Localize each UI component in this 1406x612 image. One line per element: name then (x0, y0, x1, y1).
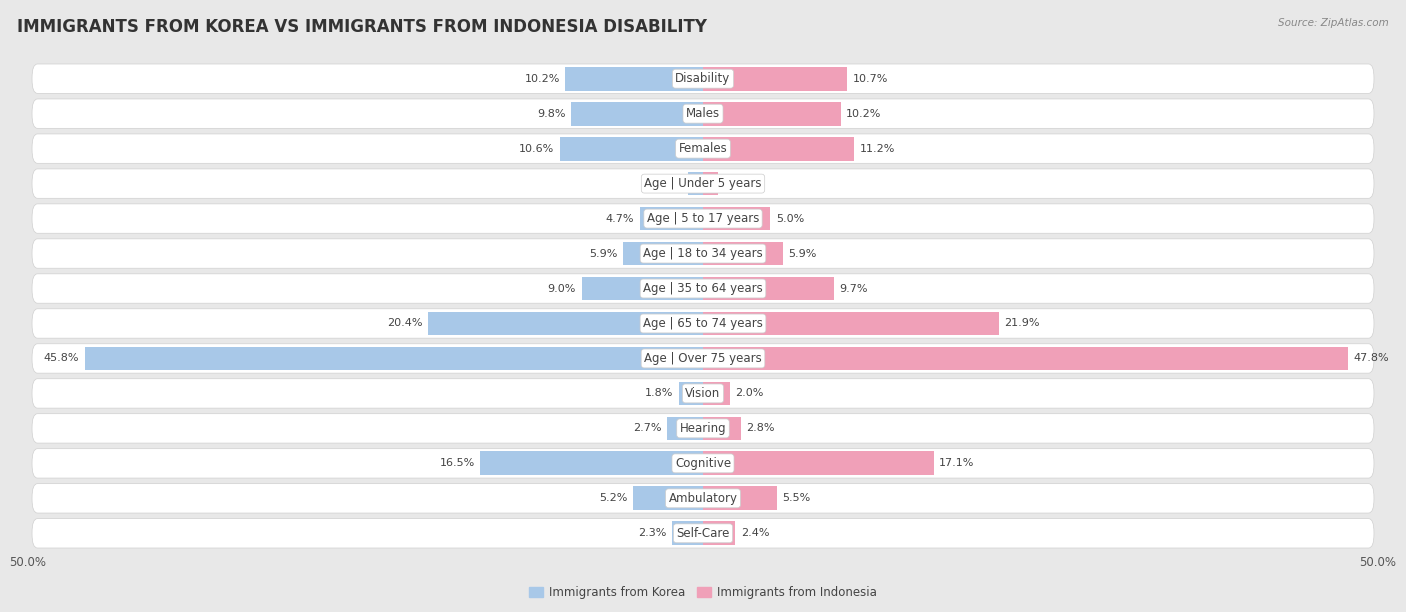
Text: 10.2%: 10.2% (524, 73, 560, 84)
Bar (703, 381, 730, 405)
Text: 1.1%: 1.1% (655, 179, 683, 188)
Text: 10.6%: 10.6% (519, 144, 554, 154)
Bar (679, 381, 703, 405)
Text: 9.0%: 9.0% (548, 283, 576, 294)
Bar (703, 207, 770, 231)
Bar (703, 172, 718, 195)
Bar (582, 277, 703, 300)
Text: 5.5%: 5.5% (783, 493, 811, 503)
Text: 2.7%: 2.7% (633, 424, 661, 433)
Text: Age | 18 to 34 years: Age | 18 to 34 years (643, 247, 763, 260)
FancyBboxPatch shape (32, 64, 1374, 94)
Text: Source: ZipAtlas.com: Source: ZipAtlas.com (1278, 18, 1389, 28)
Text: 1.8%: 1.8% (645, 389, 673, 398)
Text: 9.7%: 9.7% (839, 283, 868, 294)
Text: 2.3%: 2.3% (638, 528, 666, 539)
FancyBboxPatch shape (32, 379, 1374, 408)
Text: 45.8%: 45.8% (44, 354, 79, 364)
Text: 5.2%: 5.2% (599, 493, 627, 503)
Text: Hearing: Hearing (679, 422, 727, 435)
FancyBboxPatch shape (32, 414, 1374, 443)
FancyBboxPatch shape (32, 483, 1374, 513)
Bar (688, 172, 703, 195)
Text: 17.1%: 17.1% (939, 458, 974, 468)
Bar (666, 417, 703, 440)
FancyBboxPatch shape (32, 134, 1374, 163)
Text: Vision: Vision (685, 387, 721, 400)
Text: 4.7%: 4.7% (606, 214, 634, 223)
Bar (703, 242, 783, 266)
Bar (640, 207, 703, 231)
Text: Self-Care: Self-Care (676, 527, 730, 540)
Text: 20.4%: 20.4% (387, 318, 422, 329)
Text: Age | 5 to 17 years: Age | 5 to 17 years (647, 212, 759, 225)
Bar (703, 487, 778, 510)
Text: Age | 35 to 64 years: Age | 35 to 64 years (643, 282, 763, 295)
Bar (633, 487, 703, 510)
FancyBboxPatch shape (32, 309, 1374, 338)
Text: 5.0%: 5.0% (776, 214, 804, 223)
Text: 2.0%: 2.0% (735, 389, 763, 398)
Bar (565, 67, 703, 91)
FancyBboxPatch shape (32, 518, 1374, 548)
Legend: Immigrants from Korea, Immigrants from Indonesia: Immigrants from Korea, Immigrants from I… (524, 581, 882, 603)
Bar (703, 346, 1348, 370)
Text: Cognitive: Cognitive (675, 457, 731, 470)
Text: 21.9%: 21.9% (1004, 318, 1039, 329)
Text: 2.8%: 2.8% (747, 424, 775, 433)
Text: Age | Over 75 years: Age | Over 75 years (644, 352, 762, 365)
Text: 9.8%: 9.8% (537, 109, 565, 119)
Text: Age | Under 5 years: Age | Under 5 years (644, 177, 762, 190)
Text: 2.4%: 2.4% (741, 528, 769, 539)
FancyBboxPatch shape (32, 169, 1374, 198)
Text: 11.2%: 11.2% (859, 144, 896, 154)
Text: Age | 65 to 74 years: Age | 65 to 74 years (643, 317, 763, 330)
Text: Males: Males (686, 107, 720, 120)
FancyBboxPatch shape (32, 344, 1374, 373)
Text: 10.7%: 10.7% (853, 73, 889, 84)
Text: Ambulatory: Ambulatory (668, 492, 738, 505)
Bar (703, 102, 841, 125)
Bar (703, 67, 848, 91)
Bar (703, 312, 998, 335)
Bar (571, 102, 703, 125)
FancyBboxPatch shape (32, 449, 1374, 478)
Text: Females: Females (679, 142, 727, 155)
Bar (703, 452, 934, 476)
Bar (672, 521, 703, 545)
Bar (703, 521, 735, 545)
Text: 16.5%: 16.5% (440, 458, 475, 468)
Bar (427, 312, 703, 335)
Bar (703, 136, 855, 160)
FancyBboxPatch shape (32, 204, 1374, 233)
Text: IMMIGRANTS FROM KOREA VS IMMIGRANTS FROM INDONESIA DISABILITY: IMMIGRANTS FROM KOREA VS IMMIGRANTS FROM… (17, 18, 707, 36)
FancyBboxPatch shape (32, 239, 1374, 268)
FancyBboxPatch shape (32, 274, 1374, 303)
Text: Disability: Disability (675, 72, 731, 85)
Text: 47.8%: 47.8% (1354, 354, 1389, 364)
Text: 1.1%: 1.1% (723, 179, 751, 188)
Text: 5.9%: 5.9% (589, 248, 619, 258)
Bar (84, 346, 703, 370)
Bar (560, 136, 703, 160)
Bar (703, 277, 834, 300)
FancyBboxPatch shape (32, 99, 1374, 129)
Text: 10.2%: 10.2% (846, 109, 882, 119)
Bar (481, 452, 703, 476)
Bar (623, 242, 703, 266)
Text: 5.9%: 5.9% (787, 248, 817, 258)
Bar (703, 417, 741, 440)
